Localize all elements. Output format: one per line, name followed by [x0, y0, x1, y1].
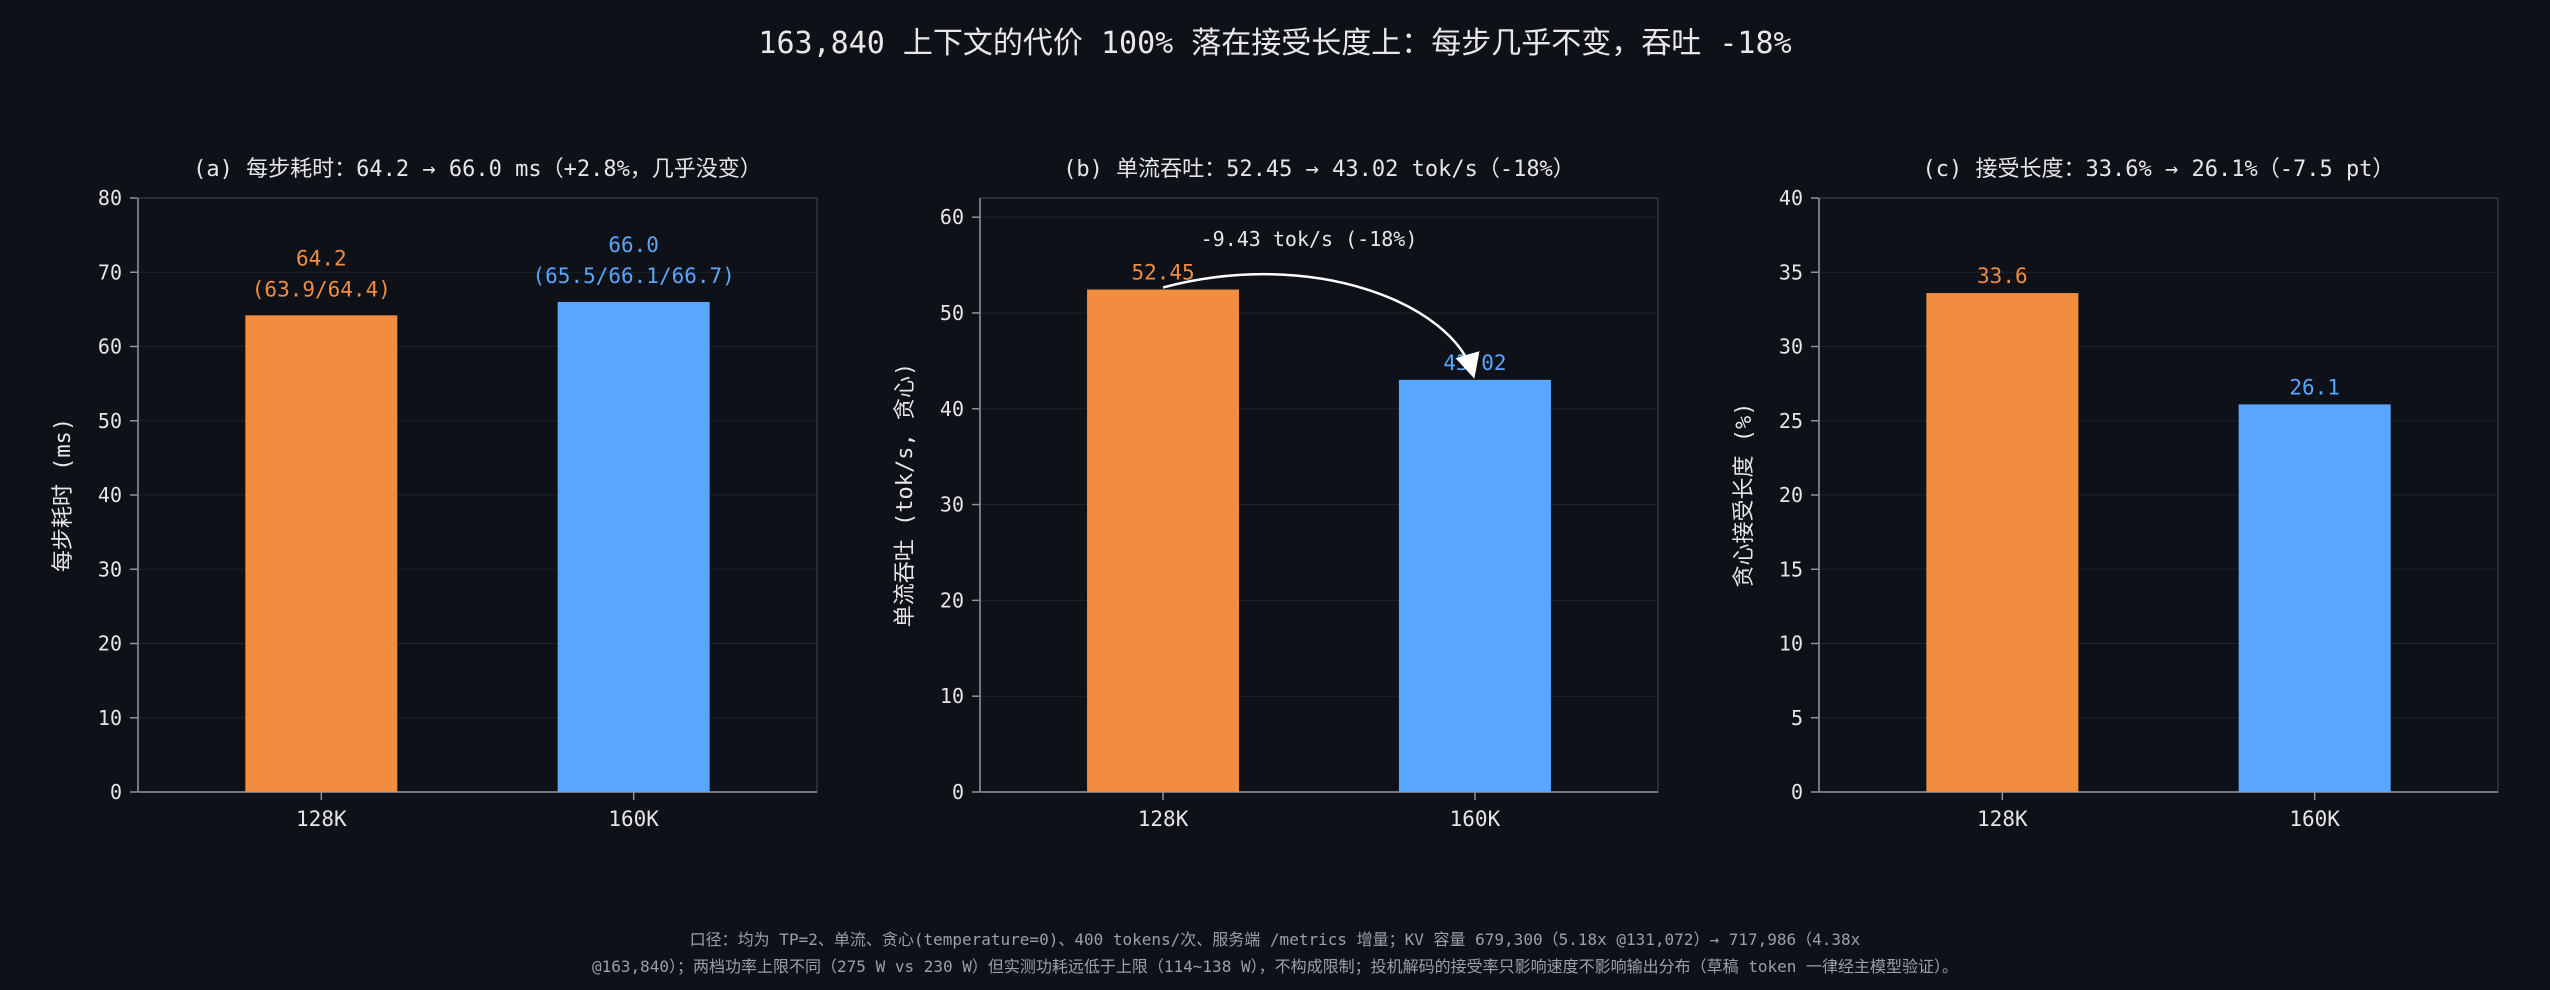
y-tick-label: 10 — [1779, 632, 1803, 656]
y-axis-label: 贪心接受长度 (%) — [1732, 403, 1757, 588]
y-tick-label: 20 — [98, 632, 122, 656]
y-tick-label: 60 — [940, 205, 964, 229]
y-tick-label: 40 — [98, 483, 122, 507]
chart-panel-a: 0 10 20 30 40 50 60 70 80 (a) 每步耗时：64.2 → 66.0 ms… — [51, 157, 818, 831]
y-axis-label: 单流吞吐 (tok/s, 贪心) — [893, 363, 918, 627]
data-label: 66.0 — [608, 233, 659, 257]
data-label: 64.2 — [296, 246, 347, 270]
x-tick-label: 128K — [296, 807, 347, 831]
footnote: 口径：均为 TP=2、单流、贪心(temperature=0)、400 toke… — [0, 926, 2550, 980]
y-tick-label: 30 — [1779, 335, 1803, 359]
annotation-label: -9.43 tok/s (-18%) — [1201, 227, 1418, 251]
y-tick-label: 50 — [98, 409, 122, 433]
footnote-line-2: @163,840）；两档功率上限不同（275 W vs 230 W）但实测功耗远… — [591, 957, 1959, 976]
y-tick-label: 20 — [940, 588, 964, 612]
plot-frame — [979, 197, 1659, 793]
data-sublabel: (65.5/66.1/66.7) — [533, 264, 735, 288]
y-tick-label: 10 — [98, 706, 122, 730]
y-tick-label: 70 — [98, 260, 122, 284]
y-tick-label: 60 — [98, 335, 122, 359]
x-tick-label: 128K — [1138, 807, 1189, 831]
data-label: 33.6 — [1977, 264, 2028, 288]
bar-160k — [557, 301, 710, 792]
y-tick-label: 0 — [110, 780, 122, 804]
y-tick-label: 15 — [1779, 557, 1803, 581]
y-tick-label: 0 — [1791, 780, 1803, 804]
x-tick-label: 160K — [2289, 807, 2340, 831]
y-tick-label: 0 — [952, 780, 964, 804]
y-tick-label: 20 — [1779, 483, 1803, 507]
data-label: 43.02 — [1443, 351, 1506, 375]
bar-160k — [2238, 404, 2391, 792]
x-tick-label: 160K — [608, 807, 659, 831]
footnote-line-1: 口径：均为 TP=2、单流、贪心(temperature=0)、400 toke… — [689, 930, 1861, 949]
bar-128k — [1087, 289, 1240, 792]
y-axis-label: 每步耗时 (ms) — [51, 418, 76, 572]
y-tick-label: 50 — [940, 301, 964, 325]
y-tick-label: 35 — [1779, 260, 1803, 284]
x-tick-label: 160K — [1450, 807, 1501, 831]
chart-title: (b) 单流吞吐：52.45 → 43.02 tok/s（-18%） — [1063, 157, 1575, 182]
y-tick-label: 80 — [98, 186, 122, 210]
y-tick-label: 5 — [1791, 706, 1803, 730]
chart-panel-b: 0 10 20 30 40 50 60 (b) 单流吞吐：52.45 → 43.02 tok/… — [893, 157, 1659, 831]
bar-128k — [245, 315, 398, 792]
chart-title: (c) 接受长度：33.6% → 26.1%（-7.5 pt） — [1923, 157, 2395, 182]
y-tick-label: 30 — [940, 493, 964, 517]
y-tick-label: 40 — [940, 397, 964, 421]
chart-title: (a) 每步耗时：64.2 → 66.0 ms（+2.8%，几乎没变） — [193, 157, 762, 182]
bar-128k — [1926, 293, 2079, 792]
chart-panel-c: 0 5 10 15 20 25 30 35 40 (c) 接受长度：33.6% → 26.1%（-… — [1732, 157, 2499, 831]
y-tick-label: 40 — [1779, 186, 1803, 210]
data-sublabel: (63.9/64.4) — [252, 277, 391, 301]
figure-title: 163,840 上下文的代价 100% 落在接受长度上：每步几乎不变，吞吐 -1… — [758, 26, 1792, 61]
x-tick-label: 128K — [1977, 807, 2028, 831]
y-tick-label: 10 — [940, 684, 964, 708]
data-label: 26.1 — [2289, 375, 2340, 399]
annotation-arrow — [1162, 273, 1480, 379]
y-tick-label: 25 — [1779, 409, 1803, 433]
data-label: 52.45 — [1131, 260, 1194, 284]
bar-160k — [1398, 379, 1551, 792]
y-tick-label: 30 — [98, 557, 122, 581]
